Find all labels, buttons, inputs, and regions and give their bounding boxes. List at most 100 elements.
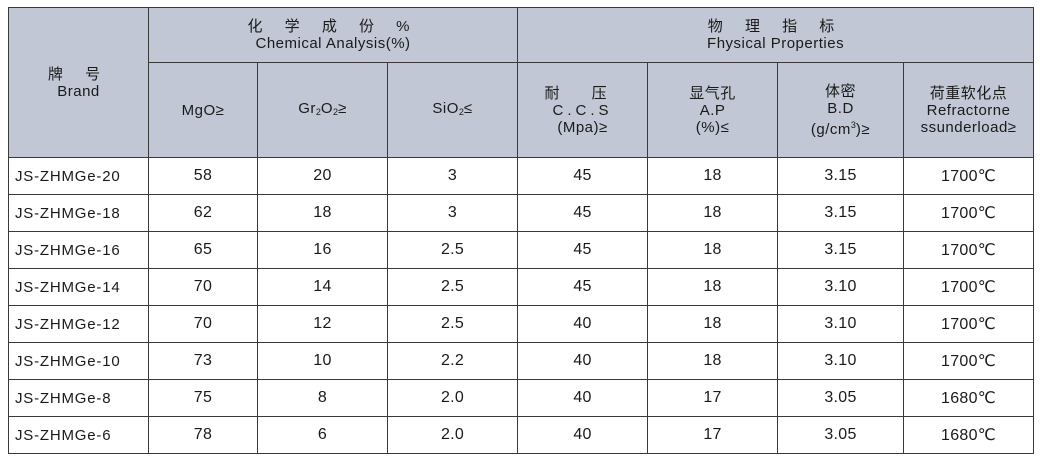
refractoriness-header: 荷重软化点 Refractorne ssunderload≥ — [903, 62, 1035, 158]
gr-cell: 10 — [257, 342, 388, 380]
brand-cell: JS-ZHMGe-20 — [8, 157, 149, 195]
mgo-cell: 73 — [148, 342, 258, 380]
ap-cell: 18 — [647, 342, 779, 380]
chemical-analysis-header: 化 学 成 份 % Chemical Analysis(%) — [147, 7, 519, 63]
table-header: 牌 号 Brand 化 学 成 份 % Chemical Analysis(%)… — [8, 7, 1035, 158]
ap-cell: 18 — [647, 305, 779, 343]
gr-cell: 6 — [257, 416, 388, 454]
table-row: JS-ZHMGe-14 70 14 2.5 45 18 3.10 1700℃ — [8, 268, 1035, 306]
mgo-cell: 70 — [148, 305, 258, 343]
bd-header-unit: (g/cm3)≥ — [778, 117, 903, 138]
refractoriness-cell: 1680℃ — [903, 416, 1035, 454]
ccs-cell: 40 — [517, 379, 649, 417]
bd-header: 体密 B.D (g/cm3)≥ — [777, 62, 905, 158]
bd-header-unit-sup: 3 — [850, 119, 856, 130]
brand-cell: JS-ZHMGe-6 — [8, 416, 149, 454]
table-row: JS-ZHMGe-10 73 10 2.2 40 18 3.10 1700℃ — [8, 342, 1035, 380]
ccs-header-unit: (Mpa)≥ — [557, 118, 608, 136]
bd-header-unit-a: (g/cm — [810, 120, 851, 138]
refractoriness-header-cn: 荷重软化点 — [929, 84, 1008, 102]
chemical-analysis-en: Chemical Analysis(%) — [255, 35, 411, 52]
sio-header-sub: 2 — [458, 106, 464, 117]
sio-header: SiO2≤ — [386, 62, 519, 158]
chemical-analysis-cn: 化 学 成 份 % — [247, 18, 419, 35]
ccs-cell: 40 — [517, 342, 649, 380]
table-row: JS-ZHMGe-6 78 6 2.0 40 17 3.05 1680℃ — [8, 416, 1035, 454]
ccs-header-cn: 耐 压 — [544, 84, 621, 102]
gr-header-a: Gr — [298, 99, 316, 117]
brand-cell: JS-ZHMGe-14 — [8, 268, 149, 306]
bd-cell: 3.10 — [777, 268, 905, 306]
sio-cell: 2.2 — [386, 342, 519, 380]
table-row: JS-ZHMGe-8 75 8 2.0 40 17 3.05 1680℃ — [8, 379, 1035, 417]
mgo-cell: 65 — [148, 231, 258, 269]
bd-cell: 3.05 — [777, 416, 905, 454]
brand-cell: JS-ZHMGe-16 — [8, 231, 149, 269]
brand-header: 牌 号 Brand — [8, 7, 149, 158]
sio-cell: 2.5 — [386, 231, 519, 269]
sio-cell: 3 — [386, 157, 519, 195]
ccs-header-code: C.C.S — [552, 101, 613, 119]
table-row: JS-ZHMGe-18 62 18 3 45 18 3.15 1700℃ — [8, 194, 1035, 232]
refractoriness-cell: 1700℃ — [903, 342, 1035, 380]
ap-cell: 18 — [647, 268, 779, 306]
gr-cell: 16 — [257, 231, 388, 269]
brand-cell: JS-ZHMGe-18 — [8, 194, 149, 232]
header-row-columns: MgO≥ Gr2O2≥ SiO2≤ 耐 压 C.C.S (Mpa)≥ 显气孔 A… — [9, 62, 1035, 158]
ap-cell: 17 — [647, 379, 779, 417]
ap-cell: 18 — [647, 231, 779, 269]
table-row: JS-ZHMGe-12 70 12 2.5 40 18 3.10 1700℃ — [8, 305, 1035, 343]
refractoriness-cell: 1700℃ — [903, 194, 1035, 232]
gr-cell: 18 — [257, 194, 388, 232]
ccs-cell: 45 — [517, 231, 649, 269]
brand-cell: JS-ZHMGe-12 — [8, 305, 149, 343]
gr-header-c: ≥ — [338, 99, 347, 117]
bd-cell: 3.15 — [777, 231, 905, 269]
refractoriness-cell: 1700℃ — [903, 157, 1035, 195]
sio-cell: 2.0 — [386, 416, 519, 454]
ap-header: 显气孔 A.P (%)≤ — [647, 62, 779, 158]
ap-cell: 17 — [647, 416, 779, 454]
bd-cell: 3.10 — [777, 305, 905, 343]
mgo-cell: 58 — [148, 157, 258, 195]
gr-header: Gr2O2≥ — [257, 62, 388, 158]
sio-header-c: ≤ — [463, 99, 473, 117]
ap-header-cn: 显气孔 — [689, 84, 736, 102]
refractoriness-cell: 1700℃ — [903, 231, 1035, 269]
bd-cell: 3.15 — [777, 157, 905, 195]
ccs-cell: 40 — [517, 305, 649, 343]
physical-properties-en: Fhysical Properties — [707, 35, 845, 52]
gr-cell: 14 — [257, 268, 388, 306]
sio-cell: 3 — [386, 194, 519, 232]
sio-header-a: SiO — [432, 99, 459, 117]
gr-cell: 12 — [257, 305, 388, 343]
bd-cell: 3.15 — [777, 194, 905, 232]
brand-header-cn: 牌 号 — [47, 65, 110, 83]
brand-cell: JS-ZHMGe-10 — [8, 342, 149, 380]
refractoriness-cell: 1700℃ — [903, 268, 1035, 306]
specification-table: 牌 号 Brand 化 学 成 份 % Chemical Analysis(%)… — [8, 7, 1035, 454]
ap-header-unit: (%)≤ — [695, 118, 730, 136]
bd-header-unit-b: )≥ — [855, 120, 871, 138]
refractoriness-header-l2: Refractorne — [926, 101, 1011, 119]
bd-header-cn: 体密 — [825, 82, 857, 100]
ccs-cell: 40 — [517, 416, 649, 454]
mgo-header: MgO≥ — [148, 62, 258, 158]
ap-header-code: A.P — [699, 101, 726, 119]
physical-properties-header: 物 理 指 标 Fhysical Properties — [517, 7, 1035, 63]
gr-cell: 8 — [257, 379, 388, 417]
refractoriness-cell: 1700℃ — [903, 305, 1035, 343]
ap-cell: 18 — [647, 157, 779, 195]
table-row: JS-ZHMGe-20 58 20 3 45 18 3.15 1700℃ — [8, 157, 1035, 195]
mgo-header-label: MgO≥ — [181, 101, 225, 119]
bd-cell: 3.10 — [777, 342, 905, 380]
mgo-cell: 78 — [148, 416, 258, 454]
sio-cell: 2.5 — [386, 268, 519, 306]
sio-cell: 2.0 — [386, 379, 519, 417]
mgo-cell: 62 — [148, 194, 258, 232]
ccs-cell: 45 — [517, 268, 649, 306]
header-row-groups: 牌 号 Brand 化 学 成 份 % Chemical Analysis(%)… — [8, 7, 1035, 158]
brand-cell: JS-ZHMGe-8 — [8, 379, 149, 417]
gr-header-sub2: 2 — [333, 106, 339, 117]
table-row: JS-ZHMGe-16 65 16 2.5 45 18 3.15 1700℃ — [8, 231, 1035, 269]
